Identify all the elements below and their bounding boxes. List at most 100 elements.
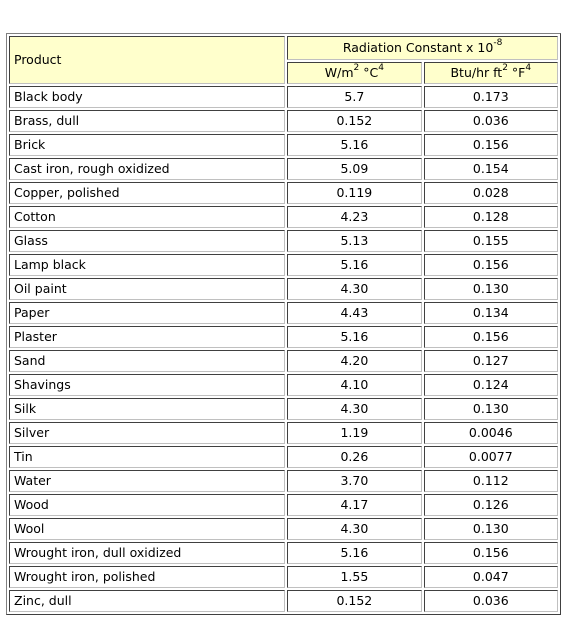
radiation-constant-header-text: Radiation Constant x 10 [342,40,494,56]
imperial-value-cell: 0.028 [423,182,558,204]
product-cell: Tin [9,446,286,468]
imperial-value-cell: 0.156 [423,326,558,348]
radiation-constant-table-container: Product Radiation Constant x 10-8 W/m2 °… [6,33,561,615]
si-value-cell: 5.09 [287,158,422,180]
si-value-cell: 4.20 [287,350,422,372]
table-row: Wrought iron, polished 1.55 0.047 [9,566,558,588]
table-row: Cast iron, rough oxidized 5.09 0.154 [9,158,558,180]
product-cell: Zinc, dull [9,590,286,612]
product-cell: Copper, polished [9,182,286,204]
si-value-cell: 4.43 [287,302,422,324]
si-value-cell: 5.16 [287,254,422,276]
product-cell: Black body [9,86,286,108]
si-value-cell: 0.152 [287,590,422,612]
imperial-value-cell: 0.0046 [423,422,558,444]
imperial-value-cell: 0.130 [423,278,558,300]
si-value-cell: 4.10 [287,374,422,396]
si-unit-sup-area: 2 [353,62,360,73]
table-row: Tin 0.26 0.0077 [9,446,558,468]
si-value-cell: 5.7 [287,86,422,108]
imperial-unit-temp: °F [507,64,526,80]
imperial-unit-header: Btu/hr ft2 °F4 [423,61,558,84]
product-cell: Brick [9,134,286,156]
imperial-value-cell: 0.154 [423,158,558,180]
table-row: Water 3.70 0.112 [9,470,558,492]
imperial-unit-sup-temp: 4 [525,62,532,73]
si-value-cell: 4.30 [287,278,422,300]
imperial-value-cell: 0.124 [423,374,558,396]
si-value-cell: 4.30 [287,518,422,540]
imperial-value-cell: 0.036 [423,590,558,612]
si-value-cell: 0.26 [287,446,422,468]
table-row: Wood 4.17 0.126 [9,494,558,516]
product-cell: Wrought iron, dull oxidized [9,542,286,564]
radiation-constant-header: Radiation Constant x 10-8 [287,36,558,60]
table-row: Zinc, dull 0.152 0.036 [9,590,558,612]
table-row: Wool 4.30 0.130 [9,518,558,540]
si-unit-temp: °C [359,64,379,80]
imperial-value-cell: 0.134 [423,302,558,324]
product-cell: Silver [9,422,286,444]
imperial-value-cell: 0.156 [423,542,558,564]
product-cell: Shavings [9,374,286,396]
si-unit-sup-temp: 4 [378,62,384,73]
table-row: Oil paint 4.30 0.130 [9,278,558,300]
si-value-cell: 4.23 [287,206,422,228]
radiation-constant-table: Product Radiation Constant x 10-8 W/m2 °… [6,33,561,615]
radiation-constant-header-exponent: -8 [493,38,503,49]
si-unit-base: W/m [324,64,354,80]
si-value-cell: 5.16 [287,542,422,564]
product-cell: Plaster [9,326,286,348]
imperial-value-cell: 0.156 [423,134,558,156]
product-cell: Wood [9,494,286,516]
si-value-cell: 4.30 [287,398,422,420]
si-value-cell: 5.13 [287,230,422,252]
si-value-cell: 1.19 [287,422,422,444]
imperial-value-cell: 0.126 [423,494,558,516]
product-cell: Brass, dull [9,110,286,132]
table-row: Brass, dull 0.152 0.036 [9,110,558,132]
si-value-cell: 0.152 [287,110,422,132]
product-cell: Cast iron, rough oxidized [9,158,286,180]
table-row: Silk 4.30 0.130 [9,398,558,420]
product-cell: Lamp black [9,254,286,276]
table-row: Lamp black 5.16 0.156 [9,254,558,276]
imperial-value-cell: 0.155 [423,230,558,252]
imperial-value-cell: 0.156 [423,254,558,276]
table-row: Wrought iron, dull oxidized 5.16 0.156 [9,542,558,564]
imperial-value-cell: 0.128 [423,206,558,228]
imperial-unit-sup-area: 2 [502,62,508,73]
si-unit-header: W/m2 °C4 [287,61,422,84]
table-row: Black body 5.7 0.173 [9,86,558,108]
imperial-value-cell: 0.112 [423,470,558,492]
product-cell: Glass [9,230,286,252]
table-row: Plaster 5.16 0.156 [9,326,558,348]
table-row: Copper, polished 0.119 0.028 [9,182,558,204]
product-cell: Wool [9,518,286,540]
table-row: Shavings 4.10 0.124 [9,374,558,396]
product-cell: Cotton [9,206,286,228]
table-row: Silver 1.19 0.0046 [9,422,558,444]
product-column-header: Product [9,36,286,84]
si-value-cell: 1.55 [287,566,422,588]
imperial-value-cell: 0.173 [423,86,558,108]
si-value-cell: 5.16 [287,326,422,348]
imperial-value-cell: 0.127 [423,350,558,372]
si-value-cell: 5.16 [287,134,422,156]
table-row: Brick 5.16 0.156 [9,134,558,156]
header-row-1: Product Radiation Constant x 10-8 [9,36,558,84]
table-row: Cotton 4.23 0.128 [9,206,558,228]
si-value-cell: 4.17 [287,494,422,516]
product-cell: Water [9,470,286,492]
table-row: Glass 5.13 0.155 [9,230,558,252]
product-cell: Wrought iron, polished [9,566,286,588]
si-value-cell: 3.70 [287,470,422,492]
imperial-unit-base: Btu/hr ft [450,64,503,80]
header-row-2: W/m2 °C4 Btu/hr ft2 °F4 [9,61,558,84]
product-cell: Sand [9,350,286,372]
imperial-value-cell: 0.036 [423,110,558,132]
table-row: Sand 4.20 0.127 [9,350,558,372]
imperial-value-cell: 0.047 [423,566,558,588]
product-cell: Oil paint [9,278,286,300]
imperial-value-cell: 0.130 [423,518,558,540]
